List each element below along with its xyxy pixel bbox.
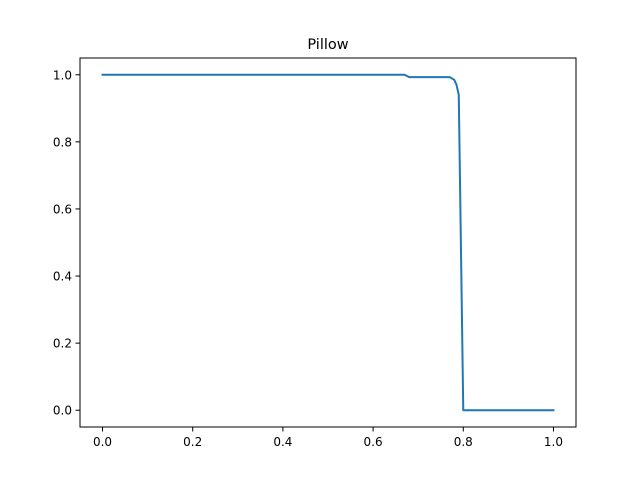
chart-title: Pillow — [307, 37, 348, 53]
y-tick-label: 0.0 — [53, 404, 72, 418]
x-tick-label: 0.0 — [93, 435, 112, 449]
y-axis: 0.0 0.2 0.4 0.6 0.8 1.0 — [53, 68, 80, 418]
x-tick-label: 0.2 — [183, 435, 202, 449]
y-tick-label: 1.0 — [53, 68, 72, 82]
x-tick-label: 0.6 — [364, 435, 383, 449]
y-tick-label: 0.2 — [53, 337, 72, 351]
series-layer — [101, 73, 555, 412]
plot-area — [80, 58, 576, 427]
plot-frame — [79, 57, 577, 428]
y-tick-label: 0.4 — [53, 270, 72, 284]
x-tick-label: 0.8 — [454, 435, 473, 449]
x-axis: 0.0 0.2 0.4 0.6 0.8 1.0 — [93, 427, 563, 449]
x-tick-label: 0.4 — [273, 435, 292, 449]
x-tick-label: 1.0 — [544, 435, 563, 449]
series-line-0 — [101, 73, 555, 412]
y-tick-label: 0.6 — [53, 202, 72, 216]
y-tick-label: 0.8 — [53, 135, 72, 149]
